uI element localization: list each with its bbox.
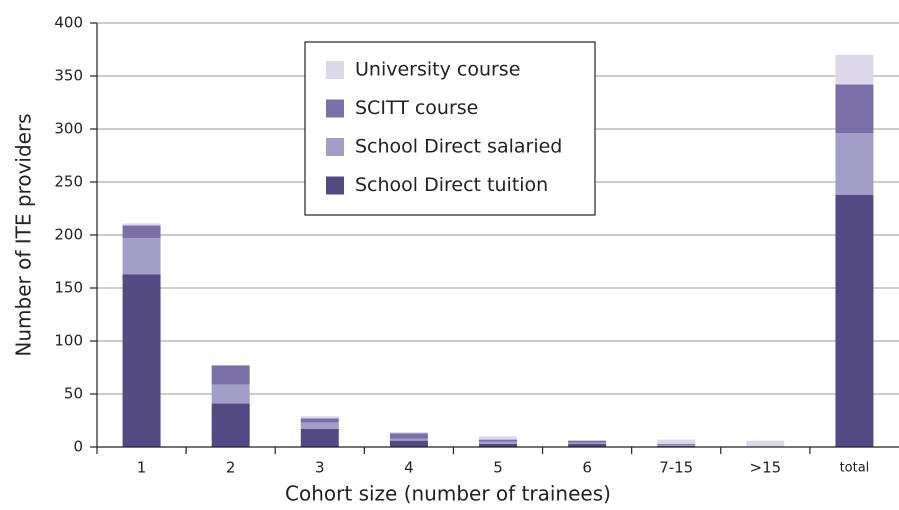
bar-segment — [835, 133, 874, 195]
legend-swatch — [326, 61, 344, 79]
bar-segment — [657, 444, 696, 446]
x-tick-label: 3 — [315, 459, 325, 477]
bar-segment — [657, 443, 696, 445]
y-tick-label: 400 — [54, 14, 83, 32]
y-tick-label: 100 — [54, 332, 83, 350]
bar-segment — [389, 440, 428, 447]
legend-swatch — [326, 176, 344, 195]
x-tick-label: 2 — [226, 459, 236, 477]
x-tick-label: 5 — [493, 459, 503, 477]
bar-segment — [479, 441, 517, 444]
bar-segment — [835, 54, 874, 85]
legend-swatch — [326, 138, 344, 156]
x-tick-label: 4 — [404, 459, 414, 477]
bar-segment — [211, 384, 250, 404]
legend: University course SCITT course School Dire… — [304, 41, 596, 216]
y-tick-label: 350 — [54, 67, 83, 85]
legend-label: SCITT course — [355, 97, 478, 119]
x-tick-label: >15 — [750, 459, 782, 477]
bar-segment — [300, 418, 339, 423]
bar-segment — [568, 443, 607, 447]
bar-segment — [746, 440, 785, 447]
y-tick-label: 50 — [64, 385, 83, 403]
bar-segment — [122, 274, 161, 447]
y-tick-label: 300 — [54, 120, 83, 138]
legend-label: School Direct salaried — [355, 136, 562, 158]
bar-segment — [389, 433, 428, 439]
y-tick-label: 150 — [54, 279, 83, 297]
legend-label: University course — [355, 59, 520, 81]
bar-segment — [122, 238, 161, 275]
legend-box — [304, 41, 596, 216]
x-tick-label: 7-15 — [659, 459, 693, 477]
bar-segment — [300, 416, 339, 419]
y-axis-title: Number of ITE providers — [12, 113, 36, 356]
bar-segment — [568, 440, 607, 443]
x-tick-label: total — [840, 461, 870, 476]
bar-segment — [389, 432, 428, 434]
bar-segment — [300, 422, 339, 429]
legend-label: School Direct tuition — [355, 174, 548, 196]
bar-segment — [479, 443, 517, 447]
bar-segment — [479, 436, 517, 440]
x-tick-label: 1 — [137, 459, 147, 477]
bar-segment — [835, 194, 874, 447]
bar-segment — [122, 223, 161, 226]
y-tick-label: 0 — [73, 438, 83, 456]
y-tick-label: 200 — [54, 226, 83, 244]
bar-segment — [389, 438, 428, 441]
bar-segment — [300, 428, 339, 447]
x-axis-title: Cohort size (number of trainees) — [285, 482, 611, 506]
x-tick-label: 6 — [582, 459, 592, 477]
y-tick-label: 250 — [54, 173, 83, 191]
bar-segment — [657, 439, 696, 444]
bar-segment — [122, 225, 161, 239]
bar-segment — [211, 365, 250, 385]
legend-swatch — [326, 99, 344, 118]
bar-segment — [568, 442, 607, 444]
bar-segment — [479, 439, 517, 442]
bar-segment — [211, 403, 250, 447]
bar-segment — [835, 84, 874, 134]
